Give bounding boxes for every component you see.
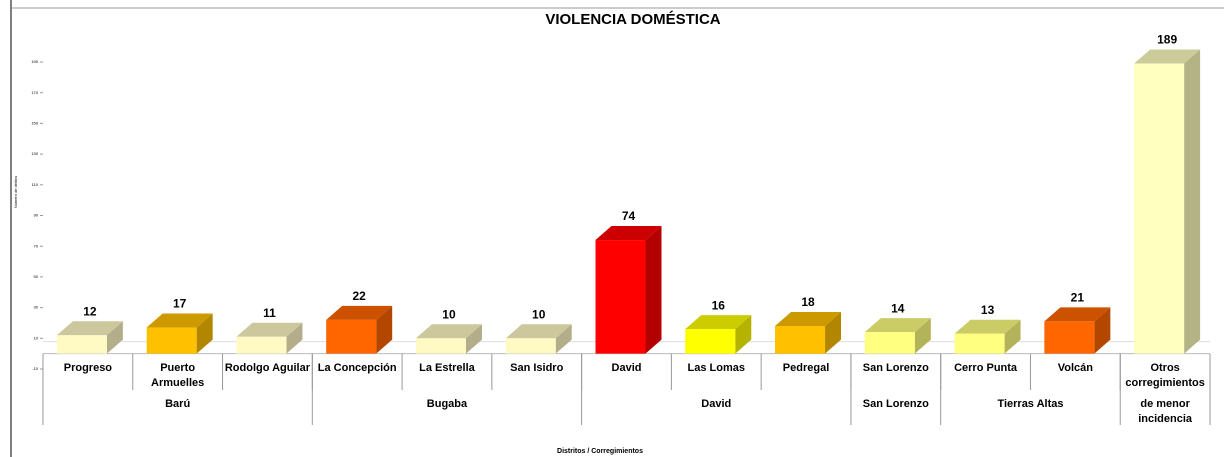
y-tick-label: 170 bbox=[31, 90, 38, 95]
x-tick-label: Pedregal bbox=[783, 362, 829, 374]
value-label: 10 bbox=[532, 307, 546, 321]
bar bbox=[1134, 63, 1185, 354]
value-label: 14 bbox=[891, 301, 905, 315]
bar-top bbox=[505, 324, 572, 339]
bar-side bbox=[645, 226, 662, 354]
bar-side bbox=[1184, 49, 1201, 354]
group-label: Barú bbox=[165, 398, 190, 410]
y-tick-label: 190 bbox=[31, 59, 38, 64]
x-tick-label: Cerro Punta bbox=[954, 362, 1018, 374]
value-label: 189 bbox=[1157, 33, 1177, 47]
bar-top bbox=[56, 321, 123, 336]
bar bbox=[1044, 321, 1095, 354]
group-label: de menor incidencia bbox=[1138, 398, 1193, 425]
bar-top bbox=[146, 313, 213, 328]
bar-top bbox=[326, 305, 393, 320]
x-tick-label: Otros corregimientos bbox=[1125, 362, 1204, 389]
value-label: 13 bbox=[981, 303, 995, 317]
bar-top bbox=[236, 322, 303, 337]
value-label: 12 bbox=[83, 304, 97, 318]
x-tick-label: San Isidro bbox=[510, 362, 563, 374]
bar-side bbox=[196, 313, 213, 354]
bar-side bbox=[286, 322, 303, 354]
y-tick-label: 90 bbox=[34, 213, 39, 218]
x-tick-label: David bbox=[612, 362, 642, 374]
bar-side bbox=[555, 324, 572, 354]
y-tick-label: 50 bbox=[34, 274, 39, 279]
value-label: 16 bbox=[712, 298, 726, 312]
bar bbox=[56, 335, 107, 354]
bar-side bbox=[735, 315, 752, 354]
value-label: 18 bbox=[801, 295, 815, 309]
bar bbox=[415, 338, 466, 354]
x-tick-label: La Estrella bbox=[419, 362, 476, 374]
bar bbox=[954, 333, 1005, 354]
bar-top bbox=[954, 319, 1021, 334]
bar-side bbox=[465, 324, 482, 354]
group-label: Bugaba bbox=[427, 398, 468, 410]
y-tick-label: 150 bbox=[31, 120, 38, 125]
bar-top bbox=[1044, 307, 1111, 322]
x-axis-label: Distritos / Corregimientos bbox=[557, 448, 643, 455]
x-tick-label: Las Lomas bbox=[688, 362, 745, 374]
x-tick-label: Volcán bbox=[1058, 362, 1094, 374]
y-tick-label: 70 bbox=[34, 243, 39, 248]
y-tick-label: -10 bbox=[32, 366, 39, 371]
bar bbox=[685, 329, 736, 354]
bar-top bbox=[864, 318, 931, 333]
bar-top bbox=[685, 315, 752, 330]
value-label: 11 bbox=[263, 306, 276, 320]
bar bbox=[595, 240, 646, 354]
bar bbox=[864, 332, 915, 354]
bar bbox=[236, 336, 287, 354]
x-tick-label: Puerto Armuelles bbox=[151, 362, 204, 389]
x-tick-label: San Lorenzo bbox=[863, 362, 929, 374]
bar-side bbox=[1094, 307, 1111, 354]
chart-title: VIOLENCIA DOMÉSTICA bbox=[545, 11, 720, 28]
bar-side bbox=[825, 312, 842, 354]
y-tick-label: 110 bbox=[32, 182, 39, 187]
bar bbox=[326, 319, 377, 354]
bar bbox=[505, 338, 556, 354]
group-label: San Lorenzo bbox=[863, 398, 929, 410]
bar bbox=[146, 327, 197, 354]
bar-top bbox=[1134, 49, 1201, 64]
value-label: 17 bbox=[173, 297, 187, 311]
bar-top bbox=[775, 312, 842, 327]
bar-side bbox=[376, 305, 393, 354]
bar-top bbox=[595, 226, 662, 241]
y-tick-label: 10 bbox=[34, 335, 39, 340]
value-label: 10 bbox=[442, 307, 456, 321]
y-tick-label: 130 bbox=[31, 151, 38, 156]
bar-side bbox=[106, 321, 123, 354]
group-label: Tierras Altas bbox=[997, 398, 1063, 410]
bar-side bbox=[914, 318, 931, 354]
y-tick-label: 30 bbox=[34, 305, 39, 310]
x-tick-label: Rodolgo Aguilar bbox=[225, 362, 311, 374]
bar-top bbox=[415, 324, 482, 339]
bar-side bbox=[1004, 319, 1021, 354]
value-label: 21 bbox=[1071, 291, 1085, 305]
x-tick-label: Progreso bbox=[64, 362, 113, 374]
value-label: 74 bbox=[622, 209, 636, 223]
bar bbox=[775, 326, 826, 354]
y-axis-label: Número de delitos bbox=[13, 176, 18, 208]
x-tick-label: La Concepción bbox=[318, 362, 397, 374]
value-label: 22 bbox=[353, 289, 367, 303]
group-label: David bbox=[701, 398, 731, 410]
